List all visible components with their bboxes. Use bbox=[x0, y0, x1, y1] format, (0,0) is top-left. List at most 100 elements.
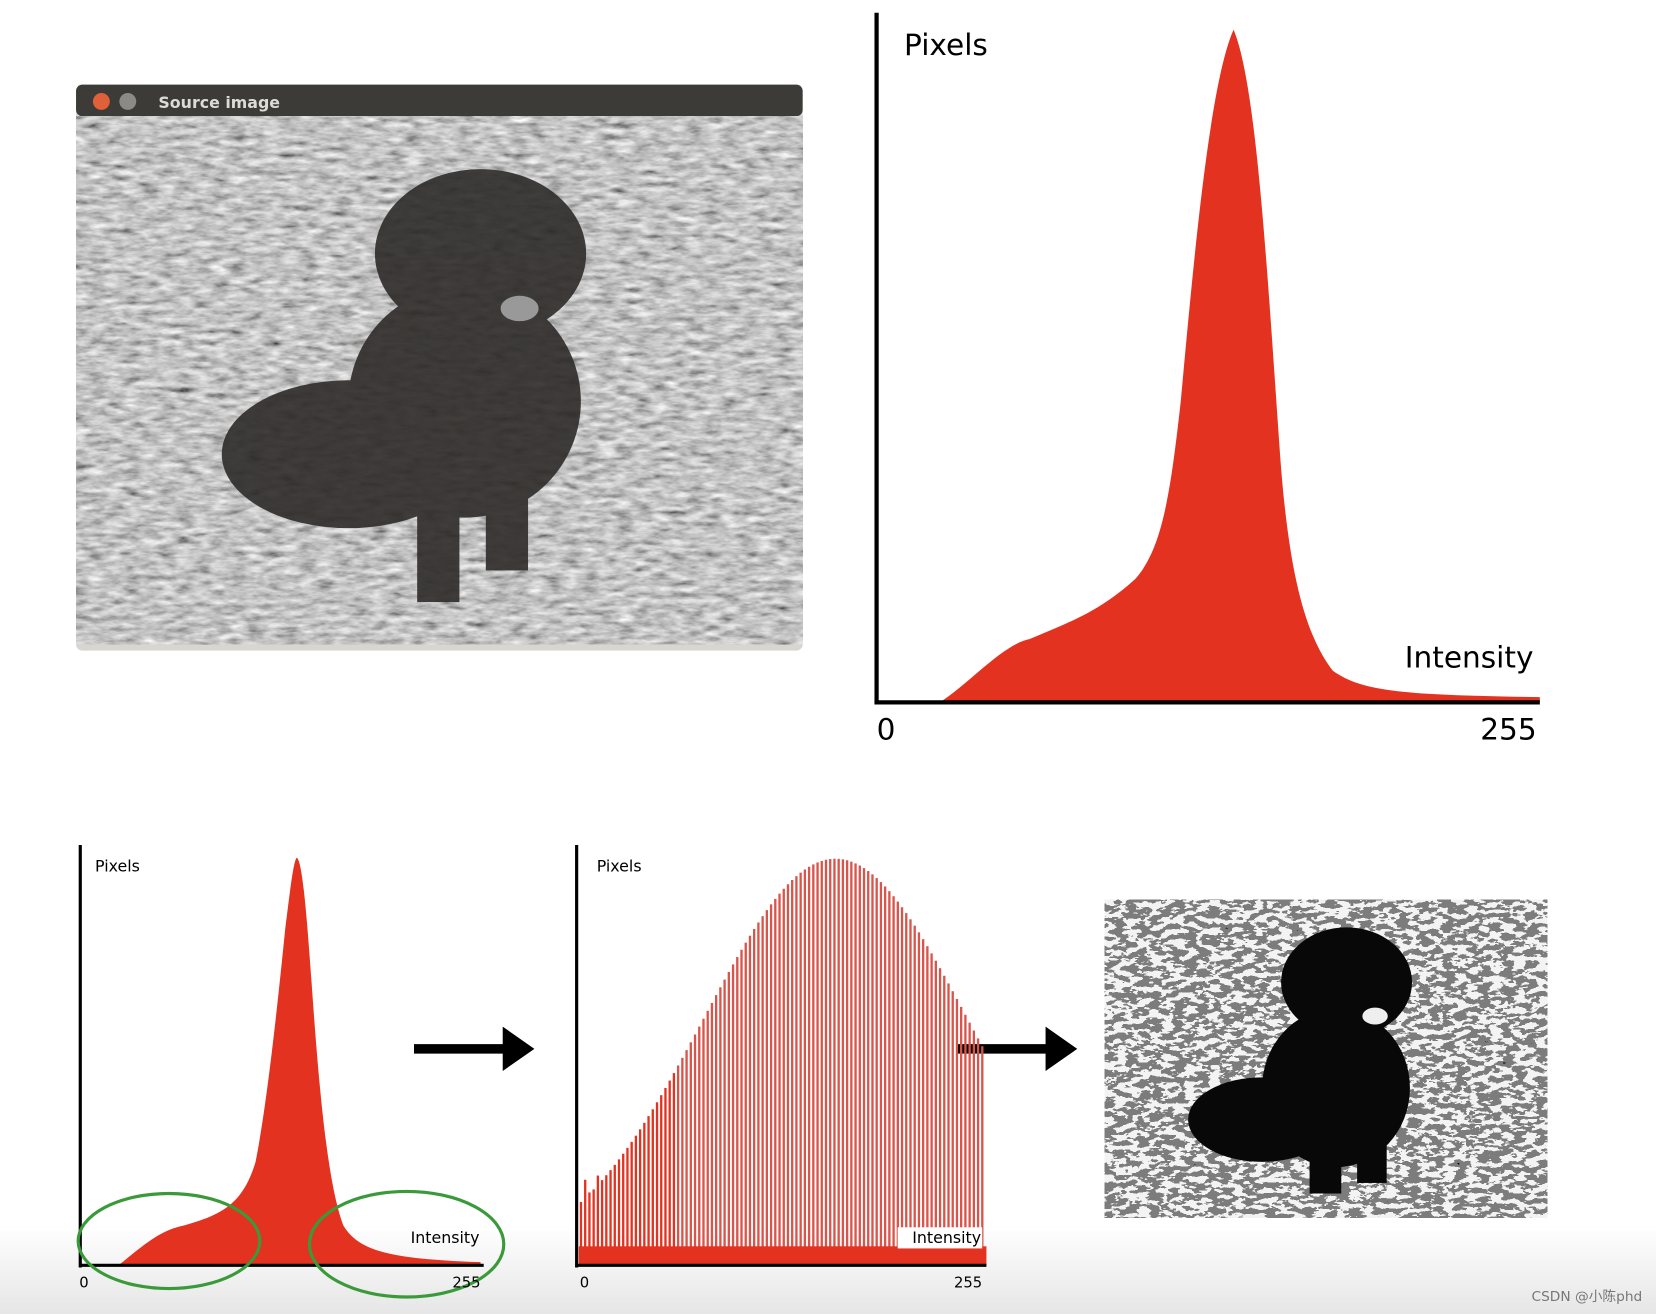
histogram-bar bbox=[693, 1034, 697, 1266]
histogram-bar bbox=[689, 1042, 692, 1266]
histogram-base bbox=[578, 1246, 987, 1266]
x-max-label: 255 bbox=[954, 1275, 982, 1292]
histogram-bar bbox=[879, 882, 883, 1266]
histogram-area bbox=[118, 857, 481, 1266]
histogram-bar bbox=[723, 979, 726, 1266]
histogram-bar bbox=[968, 1022, 971, 1266]
histogram-bar bbox=[875, 878, 878, 1266]
x-max-label: 255 bbox=[1480, 712, 1536, 746]
histogram-bar bbox=[867, 871, 870, 1266]
histogram-bar bbox=[579, 1201, 583, 1266]
highlight-ellipse bbox=[76, 1191, 262, 1291]
histogram-bar bbox=[791, 880, 794, 1266]
dog bbox=[221, 169, 587, 603]
dog bbox=[1188, 927, 1413, 1194]
histogram-bar bbox=[900, 907, 904, 1266]
histogram-bar bbox=[753, 928, 756, 1266]
histogram-bar bbox=[774, 898, 777, 1266]
histogram-bar bbox=[660, 1095, 663, 1266]
histogram-bar bbox=[596, 1175, 600, 1266]
x-min-label: 0 bbox=[79, 1275, 88, 1292]
histogram-bar bbox=[976, 1038, 980, 1266]
histogram-bar bbox=[685, 1050, 688, 1266]
histogram-bar bbox=[964, 1014, 967, 1266]
histogram-bar bbox=[934, 960, 937, 1266]
arrow bbox=[413, 1026, 535, 1071]
histogram-bar bbox=[888, 891, 891, 1266]
histogram-bar bbox=[592, 1189, 595, 1266]
histogram-bar bbox=[820, 860, 823, 1266]
histogram-bar bbox=[710, 1002, 714, 1266]
histogram-bar bbox=[647, 1116, 650, 1266]
histogram-bar bbox=[676, 1065, 680, 1266]
histogram-bar bbox=[930, 953, 933, 1266]
histogram-bar bbox=[634, 1135, 638, 1266]
x-axis-label: Intensity bbox=[912, 1228, 981, 1247]
histogram-bar bbox=[702, 1018, 705, 1266]
histogram-bar bbox=[845, 860, 849, 1266]
source-window: Source image bbox=[76, 84, 803, 651]
histogram-bar bbox=[972, 1030, 976, 1266]
histogram-bar bbox=[643, 1122, 646, 1266]
x-axis-label: Intensity bbox=[411, 1228, 480, 1247]
watermark: CSDN @小陈phd bbox=[1532, 1288, 1643, 1305]
close-button[interactable] bbox=[92, 93, 110, 110]
histogram-bar bbox=[714, 995, 718, 1266]
histogram-bar bbox=[736, 957, 739, 1266]
y-axis-label: Pixels bbox=[904, 28, 988, 62]
histogram-bar bbox=[719, 987, 722, 1266]
minimize-button[interactable] bbox=[119, 93, 137, 110]
histogram-bar bbox=[617, 1159, 621, 1266]
histogram-bar bbox=[638, 1129, 642, 1266]
histogram-bar bbox=[799, 872, 802, 1266]
histogram-bar bbox=[706, 1010, 709, 1266]
histogram-bar bbox=[698, 1026, 701, 1266]
histogram-bar bbox=[765, 910, 769, 1266]
x-axis-label: Intensity bbox=[1405, 641, 1534, 675]
histogram-bar bbox=[858, 865, 861, 1266]
histogram-bar bbox=[951, 991, 954, 1266]
histogram-bar bbox=[651, 1109, 654, 1266]
x-max-label: 255 bbox=[452, 1275, 480, 1292]
histogram-bar bbox=[981, 1046, 984, 1266]
histogram-bar bbox=[748, 935, 752, 1266]
histogram-bar bbox=[672, 1073, 676, 1266]
equalized-image bbox=[1104, 899, 1548, 1218]
histogram-bar bbox=[917, 932, 921, 1266]
histogram-bar bbox=[883, 886, 887, 1266]
y-axis-label: Pixels bbox=[597, 856, 642, 875]
dog-tongue bbox=[500, 295, 539, 322]
histogram-bar bbox=[664, 1087, 667, 1266]
histogram-bar bbox=[613, 1164, 616, 1266]
histogram-bar bbox=[833, 858, 836, 1266]
window-title: Source image bbox=[158, 93, 280, 112]
histogram-bar bbox=[744, 942, 747, 1266]
histogram-bar bbox=[668, 1080, 671, 1266]
histogram-bar bbox=[896, 901, 899, 1266]
histogram-bar bbox=[600, 1180, 604, 1266]
histogram-bar bbox=[841, 859, 845, 1266]
histogram-bar bbox=[854, 863, 857, 1266]
histogram-bar bbox=[795, 876, 798, 1266]
histogram-bar bbox=[740, 949, 743, 1266]
histogram-bar bbox=[909, 919, 912, 1266]
histogram-bar bbox=[630, 1141, 633, 1266]
y-axis-label: Pixels bbox=[95, 856, 140, 875]
histogram-bar bbox=[731, 964, 735, 1266]
title-bar bbox=[76, 84, 803, 117]
histogram-bar bbox=[786, 884, 790, 1266]
histogram-bar bbox=[921, 939, 925, 1266]
histogram-bar bbox=[609, 1170, 612, 1266]
histogram-bar bbox=[803, 869, 807, 1266]
histogram-bars bbox=[578, 858, 987, 1266]
histogram-bar bbox=[626, 1147, 629, 1266]
histogram-bar bbox=[622, 1153, 625, 1266]
histogram-bar bbox=[782, 888, 785, 1266]
histogram-bar bbox=[816, 862, 819, 1266]
histogram-bar bbox=[807, 866, 811, 1266]
equalized-histogram: Pixels Intensity 0 255 bbox=[575, 844, 987, 1292]
histogram-bar bbox=[892, 896, 895, 1266]
histogram-bar bbox=[862, 868, 866, 1266]
histogram-bar bbox=[960, 1006, 963, 1266]
